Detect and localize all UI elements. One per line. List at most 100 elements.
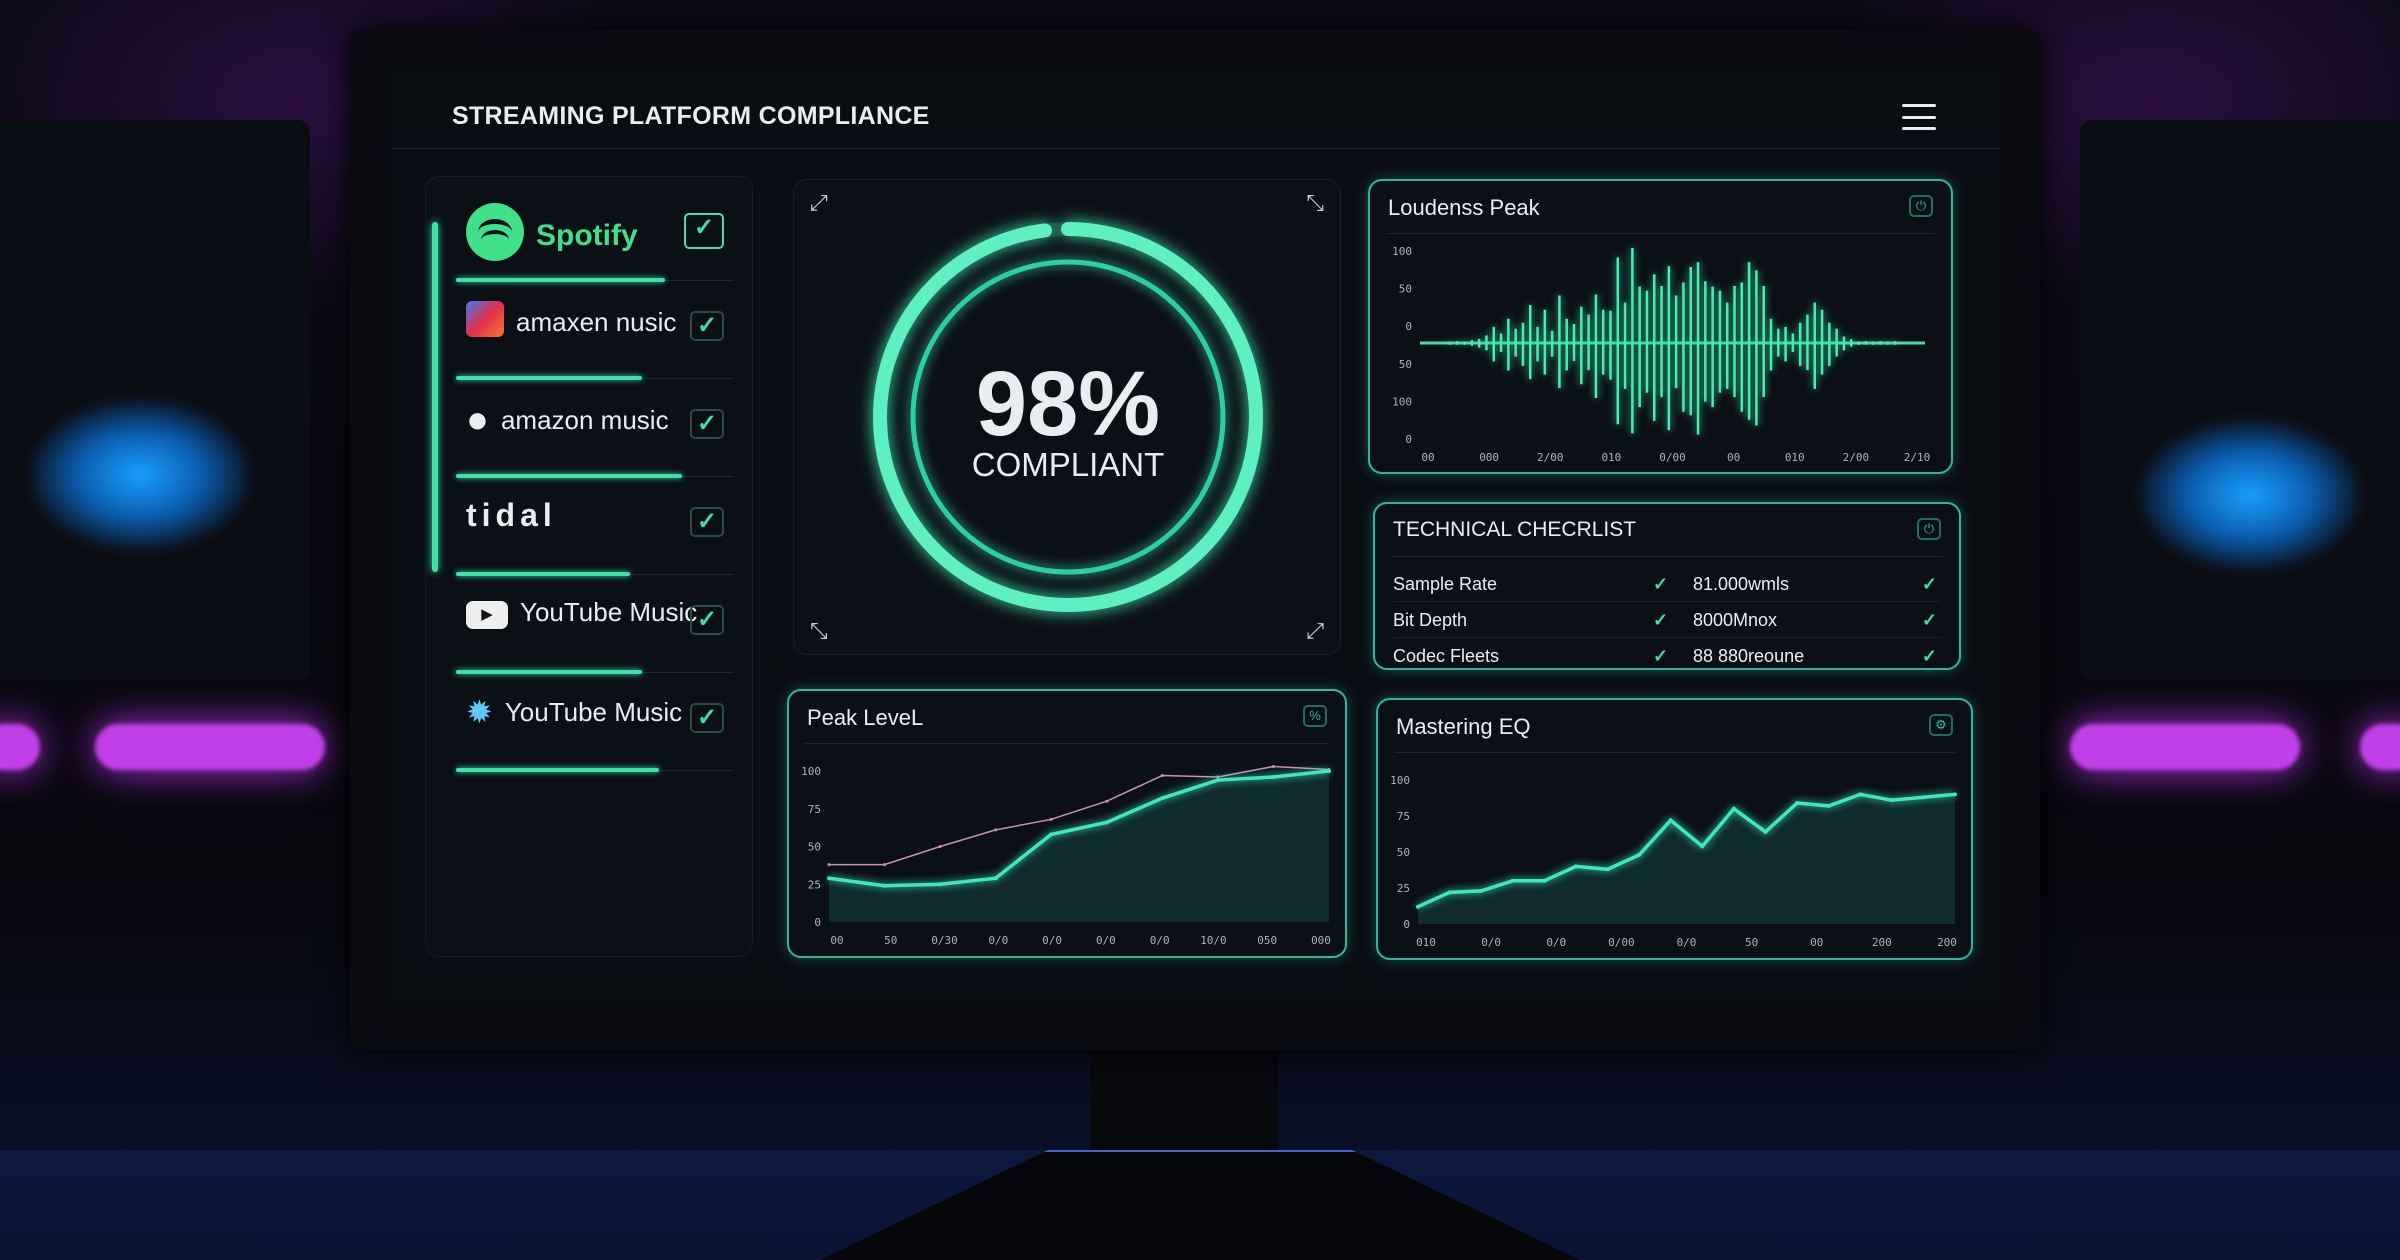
checklist-row: Bit Depth ✓ 8000Mnox ✓	[1393, 602, 1941, 638]
data-point	[1573, 864, 1578, 869]
header-divider	[392, 148, 2000, 149]
x-tick-label: 00	[1421, 451, 1434, 464]
data-point	[1921, 795, 1926, 800]
check-icon: ✓	[1921, 574, 1937, 594]
platform-logo: amaxen nusic	[466, 301, 676, 344]
x-tick-label: 10/0	[1200, 934, 1227, 947]
data-point	[1542, 878, 1547, 883]
y-tick-label: 0	[1403, 918, 1410, 931]
data-point	[882, 883, 887, 888]
x-tick-label: 0/0	[1481, 936, 1501, 949]
platform-item[interactable]: ▶ YouTube Music ✓	[456, 577, 746, 675]
data-point	[1104, 820, 1109, 825]
progress-fill	[456, 768, 659, 772]
platform-checkbox[interactable]: ✓	[690, 409, 724, 439]
data-point	[827, 863, 831, 867]
y-tick-label: 50	[1399, 358, 1412, 371]
expand-icon[interactable]: ⤢	[1306, 618, 1324, 643]
compliance-percent: 98%	[975, 353, 1161, 455]
loudness-peak-panel: Loudenss Peak ⏻ 100 50 0 50 100 0 00 000 2/00 010…	[1368, 179, 1953, 474]
data-point	[1795, 801, 1800, 806]
compliance-status: COMPLIANT	[971, 446, 1165, 483]
platform-checkbox[interactable]: ✓	[690, 605, 724, 635]
compliance-ring	[873, 222, 1263, 612]
power-icon[interactable]: ⏻	[1909, 195, 1933, 217]
peak-level-panel: Peak LeveL % 100 75 50 25 0 00 50 0/30 0/0 0/0 0/0…	[787, 689, 1347, 958]
divider	[1394, 752, 1955, 753]
light-strip	[0, 724, 40, 770]
check-icon: ✓	[696, 606, 718, 633]
data-point	[1215, 778, 1220, 783]
x-tick-label: 050	[1257, 934, 1277, 947]
data-point	[1271, 764, 1275, 768]
platform-item[interactable]: amaxen nusic ✓	[456, 283, 746, 381]
technical-checklist-panel: TECHNICAL CHECRLIST ⏻ Sample Rate ✓ 81.0…	[1373, 502, 1961, 674]
platform-logo: ✹ YouTube Music	[466, 693, 682, 731]
y-tick-label: 75	[808, 803, 821, 816]
data-point	[1327, 769, 1331, 773]
data-point	[994, 828, 998, 832]
y-tick-label: 0	[1405, 433, 1412, 446]
progress-fill	[456, 670, 642, 674]
check-icon: ✓	[1921, 610, 1937, 630]
platform-item[interactable]: ✹ YouTube Music ✓	[456, 675, 746, 773]
hamburger-icon[interactable]	[1902, 104, 1936, 130]
platform-checkbox[interactable]: ✓	[684, 213, 724, 249]
panel-title: Mastering EQ	[1396, 714, 1531, 739]
platform-logo: Spotify	[466, 203, 638, 268]
y-tick-label: 25	[808, 878, 821, 891]
y-tick-label: 100	[801, 765, 821, 778]
expand-icon[interactable]: ⤢	[810, 190, 828, 215]
progress-fill	[456, 572, 630, 576]
panel-title: TECHNICAL CHECRLIST	[1393, 518, 1637, 541]
platform-checkbox[interactable]: ✓	[690, 507, 724, 537]
check-icon: ✓	[696, 410, 718, 437]
platform-item[interactable]: ● amazon music ✓	[456, 381, 746, 479]
data-point	[1763, 829, 1768, 834]
data-point	[827, 876, 831, 881]
x-tick-label: 2/00	[1843, 451, 1870, 464]
check-icon: ✓	[1653, 610, 1669, 630]
platform-logo: tidal	[466, 497, 557, 534]
platform-name: amaxen nusic	[516, 307, 677, 337]
platform-checkbox[interactable]: ✓	[690, 311, 724, 341]
x-tick-label: 0/30	[931, 934, 958, 947]
left-speaker-glow	[30, 400, 250, 550]
series-line	[828, 769, 1330, 888]
area-fill	[1418, 794, 1955, 924]
y-tick-label: 0	[1405, 320, 1412, 333]
check-label: Codec Fleets	[1393, 646, 1500, 666]
power-icon[interactable]: ⏻	[1917, 518, 1941, 540]
platform-checkbox[interactable]: ✓	[690, 703, 724, 733]
y-tick-label: 50	[1397, 846, 1410, 859]
x-tick-label: 0/0	[1546, 936, 1566, 949]
expand-icon[interactable]: ⤡	[810, 618, 828, 643]
platform-item[interactable]: Spotify ✓	[456, 185, 746, 283]
x-tick-label: 0/0	[1042, 934, 1062, 947]
data-point	[1049, 832, 1054, 837]
check-label: Bit Depth	[1393, 610, 1468, 630]
divider	[1391, 556, 1943, 557]
platform-list: Spotify ✓ amaxen nusic ✓ ● amazon music ✓…	[425, 176, 753, 957]
platform-item[interactable]: tidal ✓	[456, 479, 746, 577]
platform-name: amazon music	[500, 405, 669, 435]
data-point	[938, 882, 943, 887]
y-tick-label: 0	[814, 916, 821, 929]
x-tick-label: 50	[1745, 936, 1758, 949]
settings-icon[interactable]: ⚙	[1929, 714, 1953, 736]
light-strip	[2070, 724, 2300, 770]
data-point	[1479, 888, 1484, 893]
y-tick-label: 100	[1392, 245, 1412, 258]
data-point	[1700, 844, 1705, 849]
platform-name: Spotify	[536, 218, 638, 252]
x-tick-label: 00	[1727, 451, 1740, 464]
chart-icon[interactable]: %	[1303, 705, 1327, 727]
checklist-row: Sample Rate ✓ 81.000wmls ✓	[1393, 566, 1941, 602]
check-value: 81.000wmls	[1693, 574, 1790, 594]
data-point	[1953, 792, 1957, 797]
right-speaker-glow	[2140, 420, 2360, 570]
scrollbar[interactable]	[432, 222, 438, 572]
x-tick-label: 010	[1785, 451, 1805, 464]
expand-icon[interactable]: ⤡	[1306, 190, 1324, 215]
